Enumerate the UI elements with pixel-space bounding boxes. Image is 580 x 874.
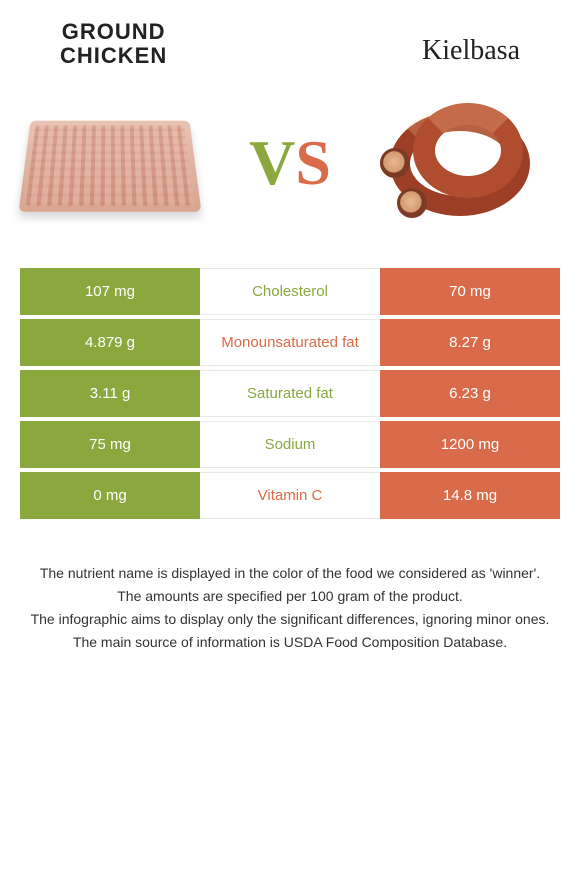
table-row: 75 mgSodium1200 mg — [20, 421, 560, 468]
header: GROUND CHICKEN Kielbasa — [0, 0, 580, 78]
table-row: 0 mgVitamin C14.8 mg — [20, 472, 560, 519]
cell-left-value: 3.11 g — [20, 370, 200, 417]
title-line1: GROUND — [60, 20, 167, 44]
cell-right-value: 14.8 mg — [380, 472, 560, 519]
cell-right-value: 1200 mg — [380, 421, 560, 468]
cell-left-value: 75 mg — [20, 421, 200, 468]
cell-left-value: 4.879 g — [20, 319, 200, 366]
cell-right-value: 8.27 g — [380, 319, 560, 366]
footer-notes: The nutrient name is displayed in the co… — [0, 523, 580, 653]
kielbasa-image — [370, 88, 570, 238]
cell-nutrient-label: Saturated fat — [200, 370, 380, 417]
vs-v: V — [249, 126, 295, 200]
cell-nutrient-label: Cholesterol — [200, 268, 380, 315]
footer-line: The nutrient name is displayed in the co… — [10, 563, 570, 584]
title-line2: CHICKEN — [60, 44, 167, 68]
footer-line: The infographic aims to display only the… — [10, 609, 570, 630]
table-row: 3.11 gSaturated fat6.23 g — [20, 370, 560, 417]
vs-s: S — [295, 126, 331, 200]
footer-line: The amounts are specified per 100 gram o… — [10, 586, 570, 607]
cell-nutrient-label: Sodium — [200, 421, 380, 468]
cell-left-value: 0 mg — [20, 472, 200, 519]
cell-nutrient-label: Monounsaturated fat — [200, 319, 380, 366]
footer-line: The main source of information is USDA F… — [10, 632, 570, 653]
cell-left-value: 107 mg — [20, 268, 200, 315]
ground-chicken-image — [10, 88, 210, 238]
title-kielbasa: Kielbasa — [422, 35, 520, 67]
table-row: 107 mgCholesterol70 mg — [20, 268, 560, 315]
title-ground-chicken: GROUND CHICKEN — [60, 20, 167, 68]
nutrition-table: 107 mgCholesterol70 mg4.879 gMonounsatur… — [20, 268, 560, 519]
images-row: VS — [0, 78, 580, 268]
vs-label: VS — [249, 126, 331, 200]
cell-right-value: 6.23 g — [380, 370, 560, 417]
cell-right-value: 70 mg — [380, 268, 560, 315]
cell-nutrient-label: Vitamin C — [200, 472, 380, 519]
table-row: 4.879 gMonounsaturated fat8.27 g — [20, 319, 560, 366]
